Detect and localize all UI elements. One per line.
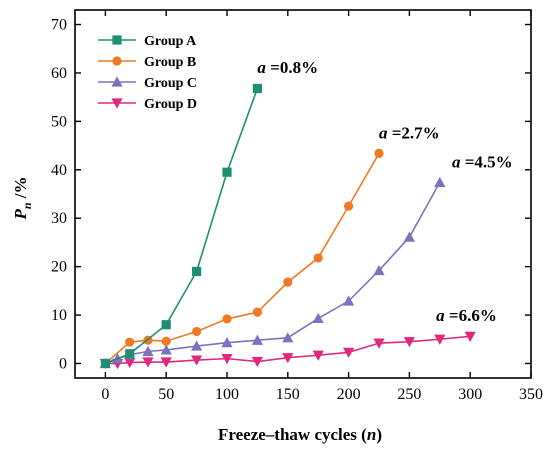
legend-item: Group D	[98, 97, 197, 112]
data-point	[313, 253, 323, 263]
x-tick-label: 350	[519, 386, 543, 403]
data-point	[160, 344, 172, 355]
y-tick-label: 20	[51, 259, 67, 276]
y-tick-label: 70	[51, 17, 67, 34]
data-point	[222, 314, 232, 324]
y-axis-title: Pn /%	[11, 176, 34, 220]
data-point	[221, 354, 233, 365]
data-point	[283, 277, 293, 287]
legend-label: Group A	[144, 34, 197, 49]
data-point	[403, 337, 415, 348]
legend-label: Group C	[144, 76, 197, 91]
data-point	[312, 312, 324, 324]
legend-item: Group C	[98, 76, 197, 91]
data-point	[191, 340, 203, 351]
annotations: a =0.8% a =2.7% a =4.5% a =6.6%	[257, 58, 512, 325]
data-point	[252, 83, 262, 94]
annotation-label: a =4.5%	[452, 152, 513, 171]
series-group-b	[100, 148, 384, 369]
data-point	[191, 355, 203, 366]
data-point	[464, 331, 476, 342]
data-point	[221, 337, 233, 348]
legend-swatch-marker	[111, 98, 123, 109]
y-tick-label: 60	[51, 65, 67, 82]
series-group-a	[100, 83, 262, 369]
data-point	[222, 167, 232, 177]
data-point	[343, 295, 355, 306]
legend: Group A Group B Group C Group D	[98, 34, 197, 112]
legend-swatch-marker	[111, 76, 123, 87]
data-point	[125, 337, 135, 347]
data-point	[142, 345, 154, 356]
data-point	[373, 338, 385, 349]
legend-label: Group D	[144, 97, 197, 112]
axes: 0 50 100 150 200 250 300 350 0 10 20 30 40 50 60 70	[51, 9, 543, 403]
x-tick-label: 300	[458, 386, 482, 403]
legend-label: Group B	[144, 55, 196, 70]
x-tick-label: 150	[276, 386, 300, 403]
data-point	[161, 320, 171, 330]
y-tick-label: 50	[51, 113, 67, 130]
data-point	[343, 347, 355, 358]
legend-swatch-marker	[112, 35, 122, 45]
series-line	[105, 181, 441, 365]
data-point	[282, 353, 294, 364]
data-point	[100, 358, 110, 369]
data-point	[312, 350, 324, 361]
series-line	[105, 88, 259, 365]
data-point	[344, 201, 354, 211]
y-tick-label: 40	[51, 162, 67, 179]
data-point	[125, 349, 135, 359]
x-tick-label: 100	[215, 386, 239, 403]
data-point	[251, 356, 263, 368]
series-area	[99, 83, 476, 370]
data-point	[161, 336, 171, 346]
data-point	[192, 266, 202, 277]
series-line	[104, 152, 380, 365]
legend-item: Group A	[98, 34, 197, 49]
legend-swatch-marker	[112, 56, 122, 66]
x-tick-label: 50	[158, 386, 174, 403]
y-tick-label: 0	[59, 355, 67, 372]
data-point	[374, 148, 384, 158]
y-tick-label: 10	[51, 307, 67, 324]
x-axis-title: Freeze–thaw cycles (n)	[218, 425, 382, 444]
data-point	[251, 334, 263, 345]
annotation-label: a =6.6%	[436, 306, 497, 325]
data-point	[403, 231, 415, 242]
data-point	[282, 332, 294, 343]
data-point	[434, 176, 446, 187]
data-point	[124, 357, 136, 369]
data-point	[160, 357, 172, 368]
x-tick-label: 0	[101, 386, 109, 403]
annotation-label: a =2.7%	[379, 123, 440, 142]
x-tick-label: 250	[397, 386, 421, 403]
data-point	[252, 307, 262, 317]
plot-frame	[74, 9, 532, 379]
data-point	[373, 264, 385, 276]
data-point	[192, 326, 202, 337]
x-tick-label: 200	[337, 386, 361, 403]
data-point	[142, 357, 154, 368]
y-tick-label: 30	[51, 210, 67, 227]
legend-item: Group B	[98, 55, 196, 70]
data-point	[434, 334, 446, 345]
annotation-label: a =0.8%	[257, 58, 318, 77]
